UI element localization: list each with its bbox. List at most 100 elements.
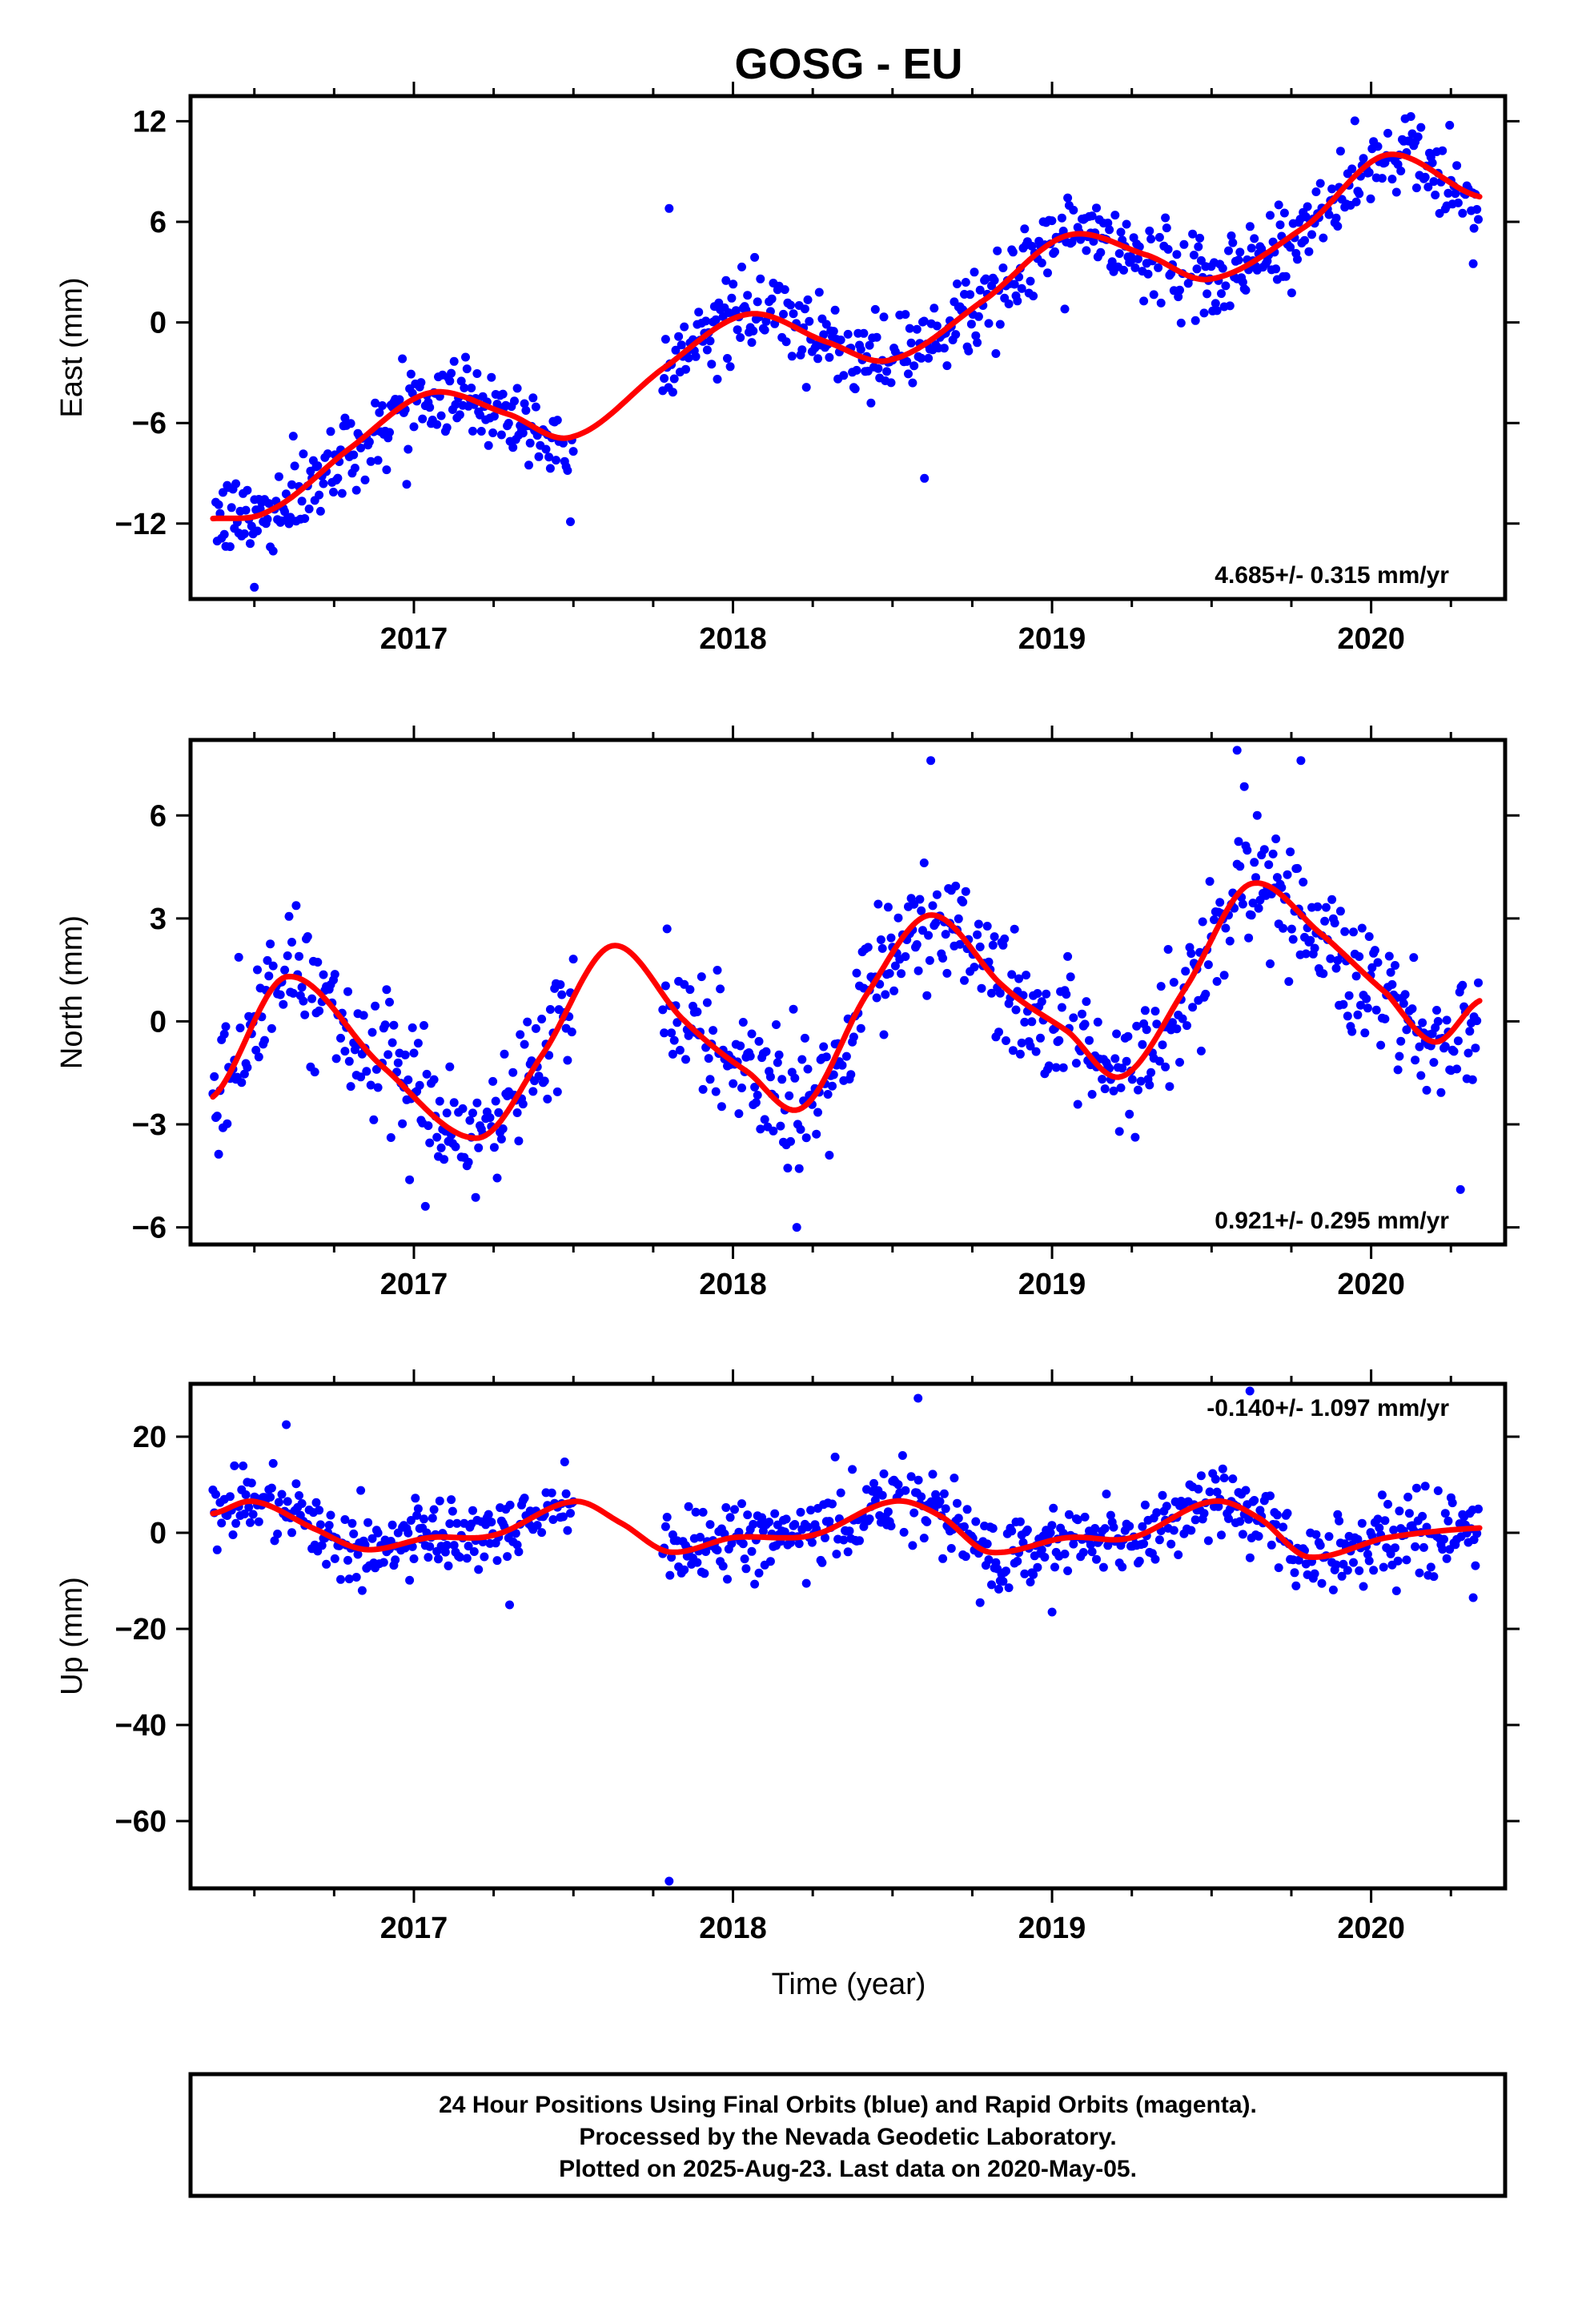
east-point [1228,238,1238,247]
east-point [1469,223,1479,233]
east-point [1275,220,1285,230]
north-point [974,919,983,929]
up-point [698,1507,708,1517]
east-point [814,287,824,297]
chart-title: GOSG - EU [734,40,962,88]
east-point [680,322,689,332]
up-point [1272,1510,1282,1520]
north-point [925,955,934,965]
north-point [890,961,900,971]
north-point [1386,967,1395,977]
north-point [883,903,893,912]
north-point [440,1155,449,1164]
east-point [761,316,771,326]
up-point [411,1494,420,1503]
east-point [524,460,533,470]
up-point [330,1554,339,1563]
up-point [901,1486,910,1495]
east-point [737,262,746,271]
east-point [552,456,560,465]
east-point [544,452,554,462]
up-point [743,1510,753,1520]
east-fit-line [210,151,1483,521]
east-point [566,517,575,526]
north-point [543,1094,552,1104]
north-point [1154,1056,1164,1066]
up-point [757,1513,767,1522]
east-point [800,304,809,314]
east-point [1154,263,1163,272]
north-point [1271,834,1281,843]
east-point [805,316,814,326]
east-axis-label: East (mm) [55,277,89,417]
north-point [253,965,262,975]
east-point [1110,211,1120,220]
north-point [889,986,899,995]
north-point [772,1020,781,1029]
east-point [660,374,669,383]
north-point [1215,898,1225,907]
north-point [492,1173,502,1183]
up-point [1317,1578,1327,1588]
north-point [1000,934,1010,943]
up-point [511,1529,520,1538]
east-point [263,514,272,524]
up-point [922,1517,932,1526]
east-point [1139,296,1149,306]
up-point [225,1492,235,1502]
east-point [1175,285,1184,295]
north-point [1172,1024,1182,1034]
east-point [346,419,355,428]
north-point [214,1149,223,1159]
east-point [432,420,442,429]
north-point [531,1023,540,1033]
up-point [409,1554,419,1563]
up-point [1331,1560,1341,1570]
east-point [1383,128,1392,138]
east-point [1373,142,1383,151]
up-point [326,1510,335,1520]
north-point [1293,863,1302,873]
east-point [1004,300,1014,308]
north-point [1203,960,1213,970]
north-y-tick-label: 6 [150,799,167,833]
north-point [508,1068,518,1077]
east-point [1335,147,1345,156]
up-point [1219,1474,1229,1482]
east-point [873,364,883,373]
north-point [1347,1027,1357,1036]
east-point [1162,223,1171,233]
up-point [855,1536,864,1546]
east-point [518,428,528,438]
north-point [373,1083,383,1092]
north-point [1320,916,1330,926]
north-point [1415,1042,1424,1051]
north-point [994,1027,1003,1037]
north-point [958,897,968,907]
east-point [1013,296,1022,306]
north-point [1235,862,1245,871]
up-point [935,1497,945,1506]
up-point [1069,1539,1078,1549]
up-point [1250,1496,1259,1505]
north-point [420,1021,428,1030]
north-point [760,1115,769,1124]
up-point [1158,1490,1167,1500]
east-point [850,384,860,394]
up-point [1002,1566,1010,1576]
up-point [913,1475,923,1485]
caption-box: 24 Hour Positions Using Final Orbits (bl… [188,2072,1508,2198]
east-point [904,369,913,379]
north-point [243,1063,252,1072]
north-point [1100,1084,1110,1094]
up-point [750,1579,760,1589]
north-point [485,1113,495,1123]
east-x-tick-labels: 2017 2018 2019 2020 [380,622,1405,656]
north-point [917,906,926,915]
north-point [1015,1049,1025,1059]
up-point [713,1546,722,1555]
north-points [208,746,1483,1232]
east-point [219,529,229,539]
up-point [231,1518,241,1528]
north-point [458,1104,468,1113]
